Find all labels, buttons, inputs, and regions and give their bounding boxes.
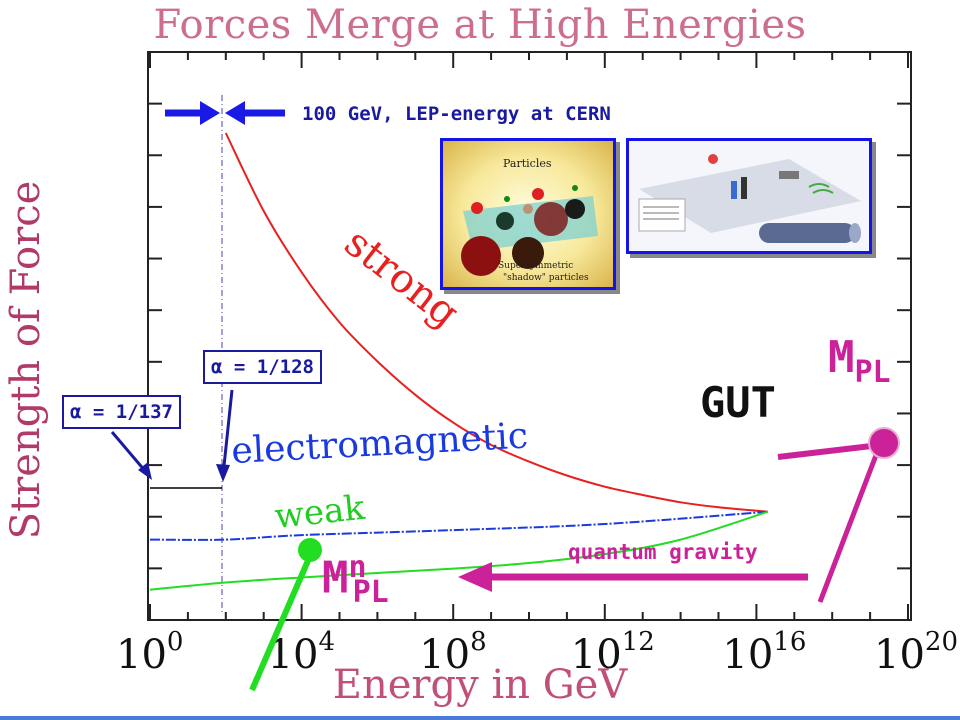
series-label-electromagnetic: electromagnetic — [230, 416, 529, 472]
x-tick-label: 1020 — [874, 627, 958, 678]
x-tick-label: 100 — [116, 627, 183, 678]
particles-caption: Particles — [503, 157, 552, 170]
extra-dimensions-illustration — [638, 154, 861, 243]
susy-caption-1: Supersymmetric — [498, 261, 573, 271]
x-tick-label: 1012 — [571, 627, 655, 678]
extra-dimensions-thumbnail — [626, 138, 872, 254]
slide-title: Forces Merge at High Energies — [153, 2, 807, 48]
quantum-gravity-label: quantum gravity — [568, 540, 758, 564]
x-tick-label: 1016 — [722, 627, 806, 678]
series-line-strong — [224, 132, 768, 513]
x-tick-labels: 100 104 108 1012 1016 1020 — [116, 627, 958, 678]
quantum-gravity-arrow — [458, 562, 808, 592]
extra-dimension-planck-marker — [249, 538, 322, 692]
series-line-weak — [149, 510, 769, 591]
mnpl-sup: n — [348, 550, 367, 585]
alpha-1-137-label: α = 1/137 — [62, 395, 181, 429]
lep-annotation: 100 GeV, LEP-energy at CERN — [302, 103, 611, 125]
planck-mass-label: MPL — [828, 332, 891, 390]
planck-mass-main: M — [828, 332, 855, 383]
series-line-electromagnetic — [149, 510, 768, 541]
series-label-weak: weak — [273, 488, 367, 537]
alpha-1-128-label: α = 1/128 — [203, 350, 322, 384]
particles-thumbnail: Particles Supersymmetric "shadow" partic… — [440, 138, 616, 290]
x-axis-label: Energy in GeV — [332, 662, 628, 708]
planck-mass-marker — [777, 427, 900, 603]
x-tick-label: 108 — [419, 627, 486, 678]
lep-arrows — [165, 101, 285, 125]
alpha-pointers — [110, 389, 234, 482]
mnpl-main: M — [322, 552, 349, 604]
gut-label: GUT — [700, 378, 776, 427]
susy-caption-2: "shadow" particles — [503, 273, 589, 283]
series-layer — [149, 132, 769, 591]
planck-mass-sub: PL — [854, 354, 891, 390]
bottom-bar — [0, 716, 960, 720]
axis-ticks — [148, 51, 911, 621]
particles-illustration: Particles Supersymmetric "shadow" partic… — [461, 157, 598, 283]
extra-dim-planck-label: MnPL — [322, 550, 389, 610]
mnpl-sub: PL — [352, 575, 389, 611]
